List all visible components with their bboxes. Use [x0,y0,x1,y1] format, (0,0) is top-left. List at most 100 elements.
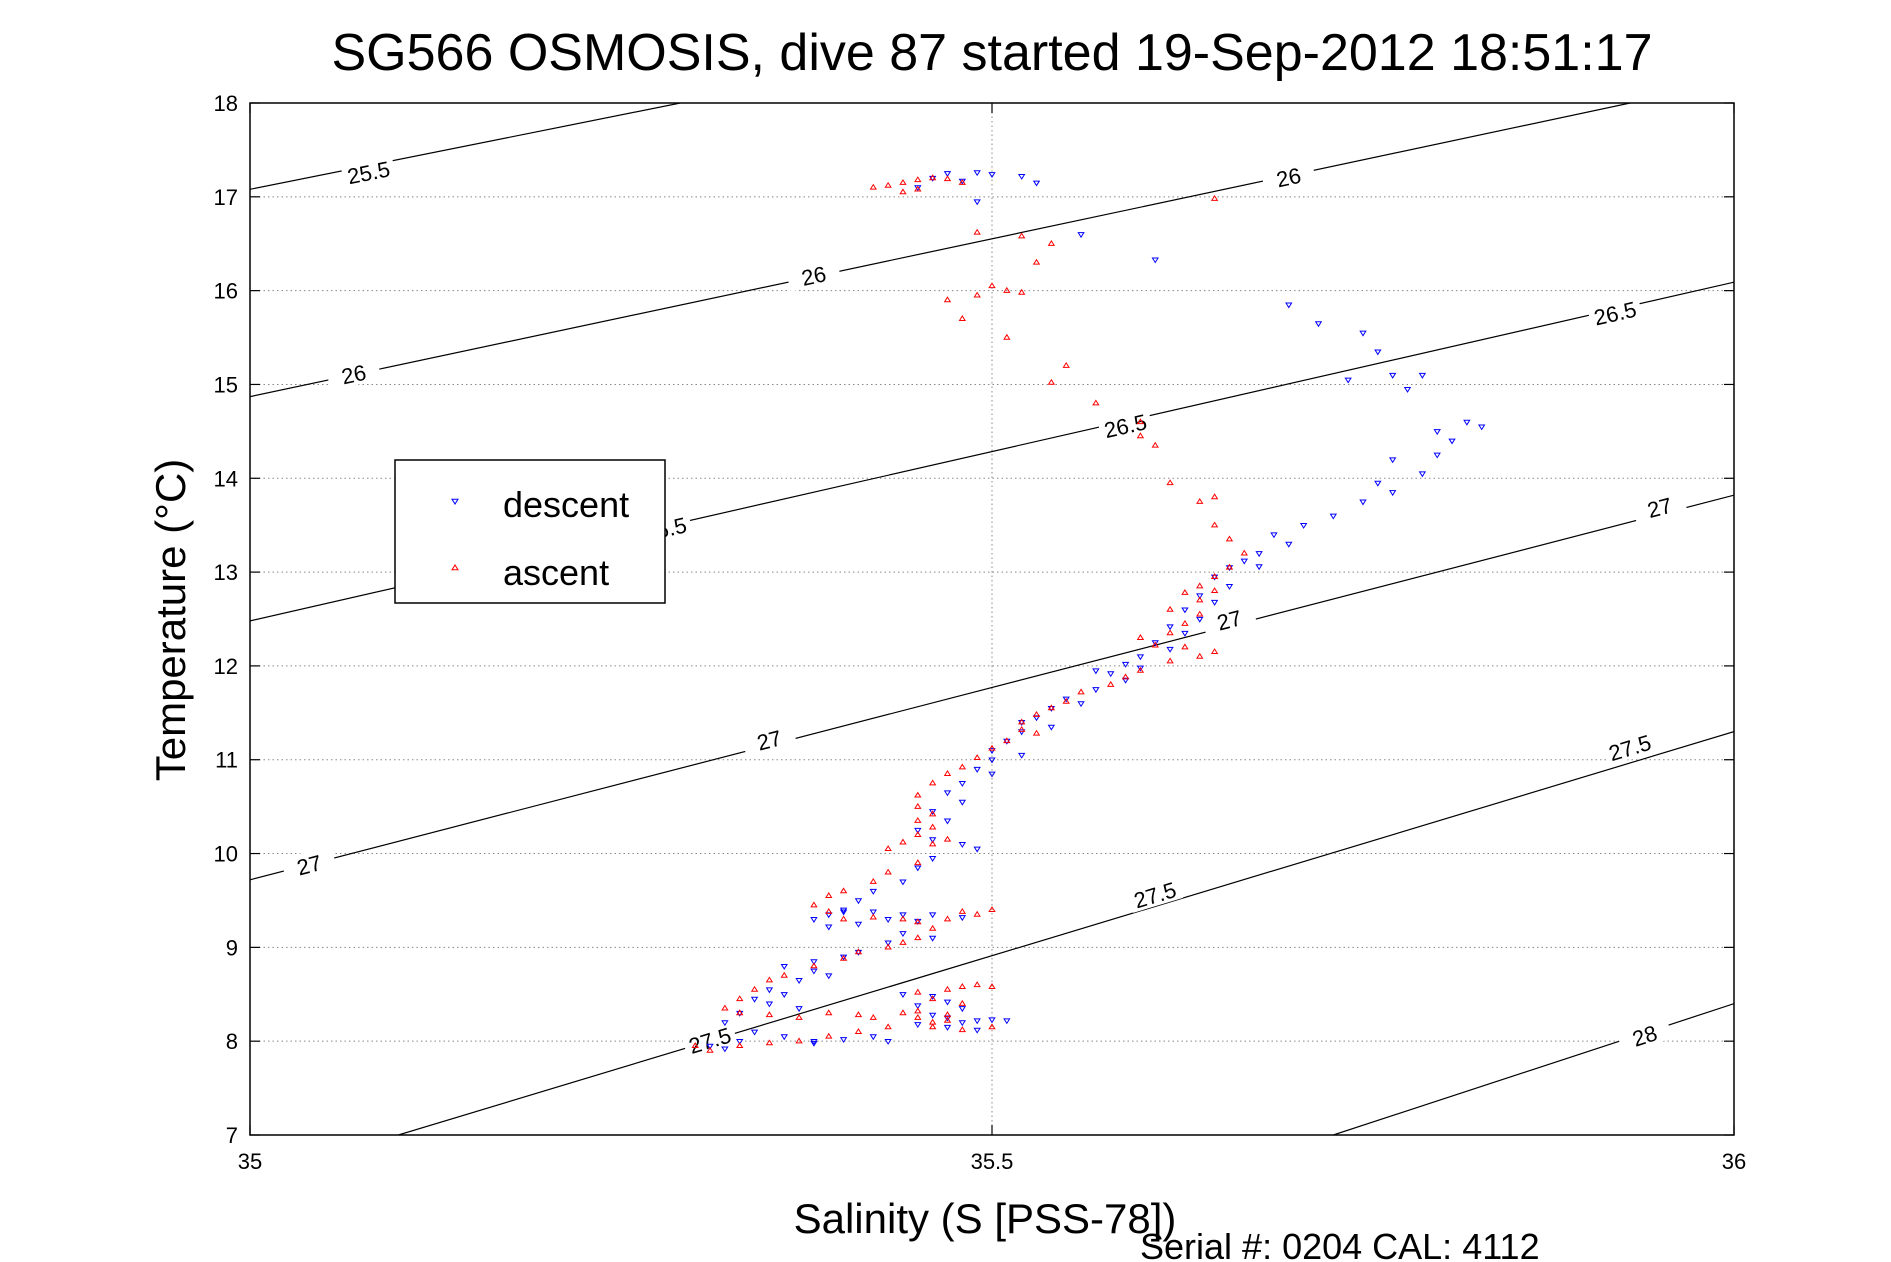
ascent-point-25 [1151,441,1159,448]
descent-point-123 [943,1015,952,1022]
descent-point-7 [1032,180,1041,187]
contour-label-1-2: 26 [1260,158,1317,194]
ascent-point-83 [869,913,877,920]
ascent-point-51 [1107,680,1115,687]
ascent-point-35 [1196,582,1204,589]
ascent-point-68 [914,816,922,823]
descent-point-72 [914,827,922,834]
ascent-point-109 [914,1007,922,1014]
descent-point-22 [1478,424,1486,431]
x-axis-ticks: 35 35.5 36 [238,103,1746,1174]
ascent-point-65 [914,791,922,798]
ascent-point-63 [943,770,952,776]
descent-point-62 [988,748,996,755]
contour-label-bg [325,355,382,391]
descent-point-110 [750,1029,759,1036]
contour-label-2-1: 26.5 [1097,407,1154,443]
descent-point-12 [1314,321,1323,328]
ascent-point-67 [928,810,937,817]
ascent-series [691,174,1248,1053]
y-tick-label-2: 9 [226,935,238,960]
ascent-point-33 [1225,563,1234,570]
contour-label-bg [1586,294,1643,330]
contour-label-text: 27 [294,850,324,880]
ascent-point-85 [914,918,922,925]
descent-point-88 [958,915,967,922]
descent-point-60 [1017,729,1026,736]
ascent-point-126 [958,999,967,1006]
contour-label-bg [1260,158,1317,194]
descent-point-70 [928,809,937,816]
contour-label-bg [1126,874,1184,913]
ascent-point-118 [706,1046,714,1053]
descent-point-118 [928,993,937,1000]
descent-point-132 [721,1046,729,1053]
ascent-point-116 [765,1039,774,1046]
descent-point-95 [884,940,892,947]
contour-label-text: 26 [799,261,828,291]
ascent-point-49 [1136,666,1145,673]
descent-point-78 [899,879,907,886]
descent-point-66 [988,771,996,778]
descent-point-37 [1210,574,1219,581]
descent-point-11 [1285,302,1293,309]
ascent-point-121 [943,985,952,992]
legend-marker-ascent [451,564,459,571]
contour-label-3-2: 27 [1200,600,1258,638]
ascent-point-66 [914,802,922,809]
ascent-point-88 [988,906,996,913]
descent-point-102 [795,978,803,984]
ascent-point-76 [884,868,892,875]
legend-box [394,459,666,604]
descent-point-64 [988,757,996,764]
descent-point-55 [1077,701,1085,708]
ascent-point-105 [825,1009,833,1016]
descent-point-84 [839,909,848,916]
descent-point-77 [914,865,922,872]
contour-label-bg [1631,488,1688,525]
descent-point-82 [825,912,833,919]
plot-area [249,102,1735,1136]
descent-point-94 [928,935,937,942]
descent-point-48 [1121,661,1130,668]
serial-cal-footer: Serial #: 0204 CAL: 4112 [1140,1226,1540,1262]
ascent-point-112 [884,1023,892,1030]
legend-label-ascent: ascent [503,552,609,593]
y-tick-label-10: 17 [214,185,238,210]
ascent-point-11 [1017,232,1026,239]
ascent-point-108 [899,1009,907,1016]
descent-point-54 [1062,696,1070,703]
ascent-point-64 [928,779,937,786]
ascent-point-18 [943,296,952,303]
descent-point-69 [958,799,967,806]
ascent-point-30 [1210,521,1219,528]
ascent-point-34 [1210,573,1219,579]
ascent-point-107 [869,1013,877,1020]
descent-point-13 [1359,330,1367,337]
ascent-point-10 [973,228,981,235]
ascent-point-75 [914,859,922,866]
ascent-point-130 [943,1016,952,1023]
ascent-point-5 [958,179,967,185]
descent-point-1 [973,170,981,177]
ascent-point-90 [928,924,937,931]
ascent-point-22 [1047,378,1056,385]
contour-label-text: 27 [1214,605,1244,635]
ascent-point-21 [1062,361,1070,368]
ascent-point-74 [884,845,892,852]
contour-label-text: 26 [339,360,368,390]
descent-point-71 [943,818,952,825]
descent-point-19 [1463,419,1471,426]
contour-label-bg [1601,727,1658,766]
descent-point-32 [1285,541,1293,548]
ascent-point-58 [1032,729,1041,736]
descent-point-65 [973,766,981,773]
descent-point-36 [1255,564,1263,571]
ascent-point-92 [899,938,907,945]
descent-point-28 [1359,499,1367,506]
descent-point-9 [1077,232,1085,239]
ascent-point-104 [795,1013,803,1020]
ascent-point-6 [914,185,922,192]
descent-point-128 [914,1022,922,1029]
ascent-point-122 [958,983,967,989]
